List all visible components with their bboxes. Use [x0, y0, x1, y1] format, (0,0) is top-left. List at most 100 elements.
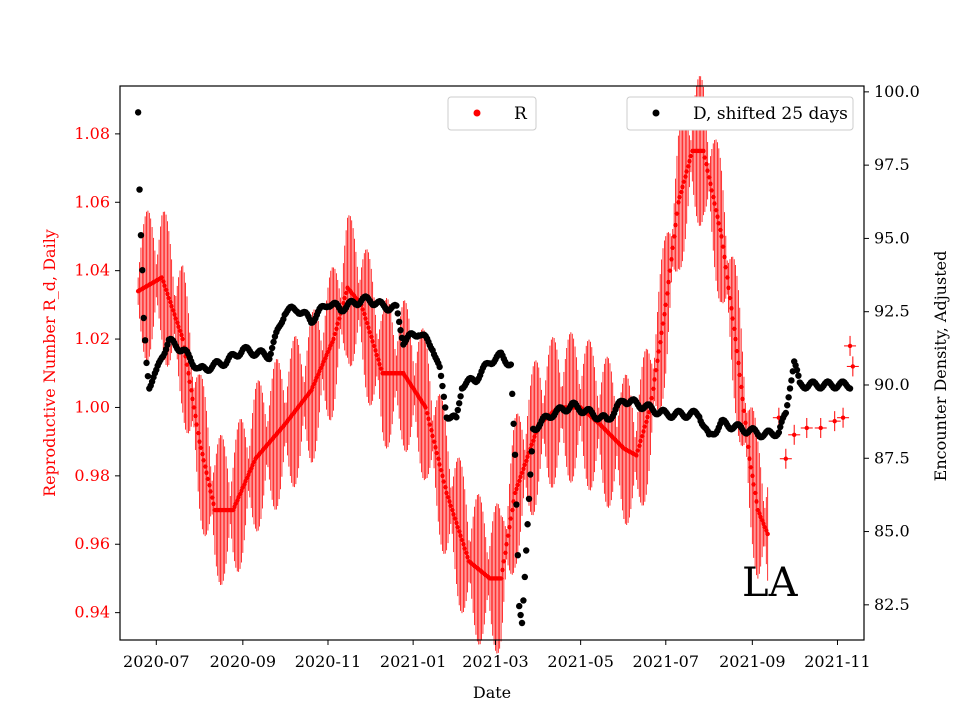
r-point [525, 454, 530, 459]
r-point [205, 476, 211, 482]
r-point [512, 490, 518, 496]
r-point [762, 524, 768, 530]
r-point [656, 349, 662, 354]
r-point [190, 396, 195, 402]
r-point [500, 567, 505, 573]
d-point [266, 355, 273, 363]
left-y-tick-label: 0.94 [74, 603, 110, 622]
r-point [532, 434, 537, 439]
legend-d: D, shifted 25 days [626, 96, 854, 131]
r-point [669, 257, 674, 262]
r-point [635, 448, 641, 453]
d-point [394, 310, 401, 317]
d-point [442, 404, 449, 411]
r-point [371, 343, 377, 349]
r-point [674, 211, 680, 216]
left-y-tick-label: 1.06 [74, 192, 110, 211]
r-point [678, 189, 684, 195]
d-point [144, 372, 152, 380]
r-point [653, 367, 659, 373]
r-point [639, 433, 645, 439]
r-point [461, 542, 466, 547]
r-point [687, 159, 692, 164]
r-point [450, 507, 455, 513]
x-tick-label: 2021-03 [462, 652, 528, 671]
r-point [765, 531, 770, 537]
r-point [681, 179, 687, 184]
r-point [437, 462, 442, 467]
r-point [507, 524, 512, 530]
r-point [208, 489, 213, 494]
r-point [671, 234, 677, 239]
d-point [782, 409, 790, 417]
r-point [752, 490, 758, 496]
r-point [200, 451, 205, 457]
legend-d-box [626, 96, 854, 131]
r-point [667, 268, 673, 273]
r-point [376, 357, 381, 362]
r-point [522, 462, 528, 467]
r-point [514, 486, 519, 492]
r-point [847, 343, 853, 349]
d-point [395, 318, 403, 326]
d-point [143, 359, 150, 367]
r-point [758, 514, 763, 520]
r-point [718, 227, 723, 233]
r-point [451, 512, 456, 517]
r-point [165, 291, 170, 297]
legend-r-label: R [514, 104, 528, 124]
r-point [712, 201, 717, 206]
r-point [458, 533, 463, 538]
d-series-points [134, 109, 854, 627]
r-point [184, 362, 190, 367]
r-point [747, 456, 752, 461]
r-point [716, 221, 722, 226]
r-point [456, 529, 462, 534]
d-point [513, 501, 520, 508]
r-point [501, 559, 507, 564]
r-point [673, 222, 678, 228]
r-point [709, 188, 715, 193]
r-point [722, 254, 727, 260]
r-point [161, 279, 166, 284]
r-point [688, 153, 694, 159]
r-point [519, 470, 525, 476]
r-point [440, 473, 445, 479]
r-point [530, 438, 536, 443]
r-point [504, 542, 509, 547]
d-point [140, 314, 147, 322]
r-point [652, 377, 657, 382]
r-point [176, 324, 181, 329]
d-point [134, 109, 142, 116]
r-point [429, 428, 434, 433]
r-point [637, 443, 642, 448]
r-point [207, 482, 212, 488]
d-point [453, 414, 460, 421]
d-point [518, 619, 526, 627]
r-point [163, 287, 169, 293]
r-point [168, 299, 173, 305]
d-point [786, 385, 794, 392]
r-point [642, 424, 648, 429]
r-point [713, 207, 719, 213]
r-point [166, 295, 172, 301]
right-y-tick-label: 100.0 [874, 82, 920, 101]
r-point [370, 339, 375, 344]
r-point [741, 408, 747, 414]
r-point [641, 429, 646, 434]
r-point [684, 169, 689, 174]
r-point [332, 331, 338, 337]
d-point [440, 393, 448, 400]
r-point [336, 316, 342, 321]
r-point [462, 546, 467, 551]
r-point [441, 479, 447, 484]
r-point [645, 414, 650, 420]
r-point [188, 388, 194, 393]
r-point [706, 175, 712, 180]
r-point [377, 361, 382, 367]
right-y-tick-label: 90.0 [874, 375, 910, 394]
r-point [201, 458, 206, 463]
d-point [436, 363, 443, 371]
r-point [727, 295, 733, 301]
r-point [169, 304, 174, 309]
